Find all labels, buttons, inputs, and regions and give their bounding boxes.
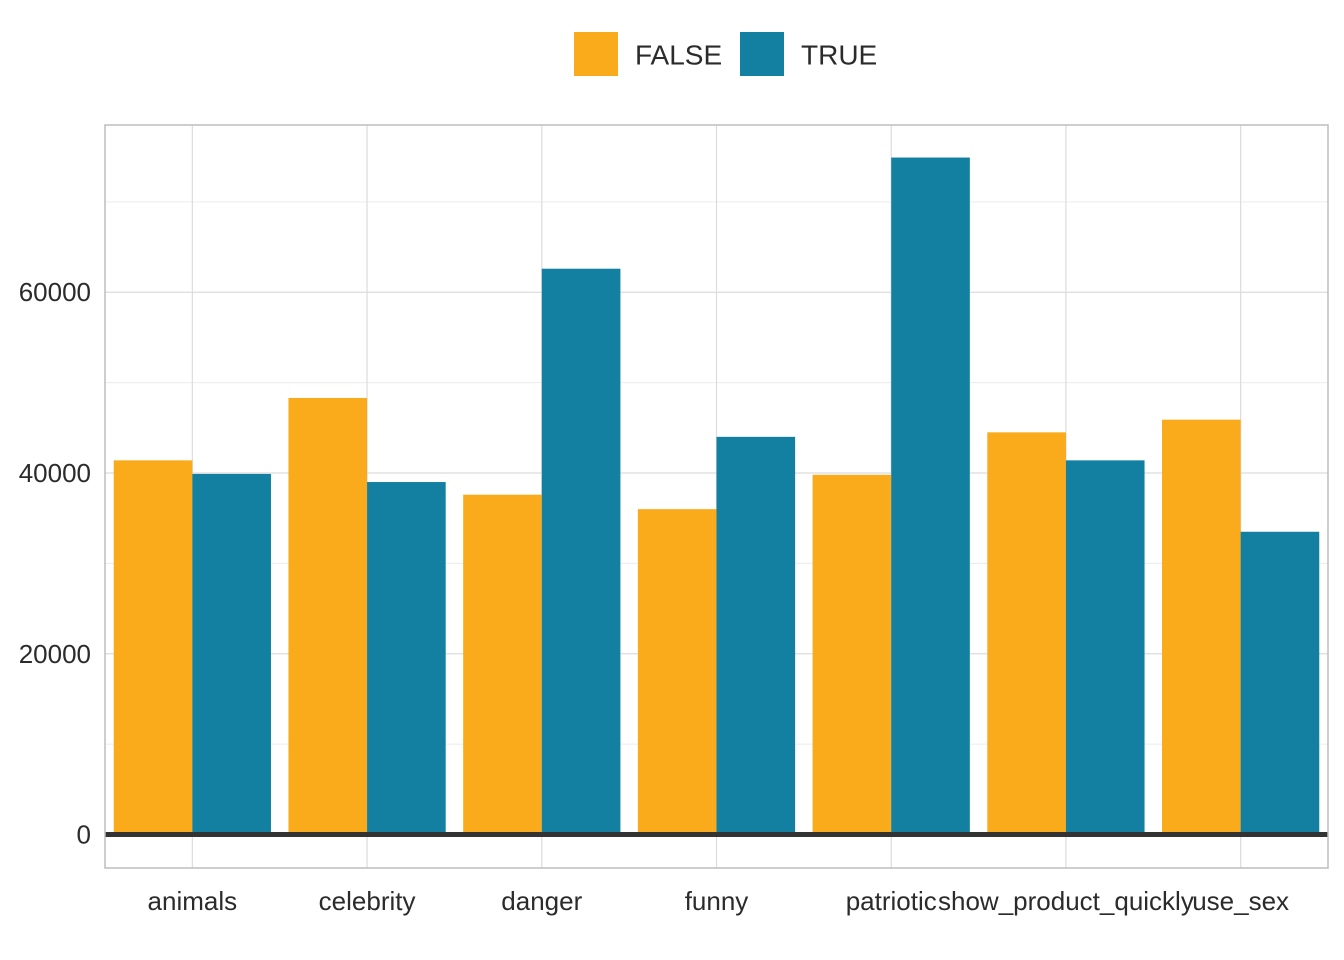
y-tick-label: 0 — [77, 820, 91, 850]
x-tick-label-danger: danger — [501, 886, 582, 916]
panel-border — [104, 124, 1329, 869]
y-tick-label: 40000 — [19, 458, 91, 488]
legend-label-true: TRUE — [801, 40, 877, 71]
bar-patriotic-true — [891, 157, 970, 835]
legend-swatch-false — [574, 32, 618, 76]
x-tick-label-funny: funny — [685, 886, 749, 916]
bar-danger-false — [463, 494, 542, 835]
bar-use_sex-false — [1162, 419, 1241, 835]
bars — [113, 157, 1320, 835]
x-tick-label-patriotic: patriotic — [846, 886, 937, 916]
bar-celebrity-false — [288, 397, 368, 835]
legend-label-false: FALSE — [635, 40, 722, 71]
bar-show_product_quickly-false — [987, 432, 1066, 835]
bar-animals-true — [192, 473, 271, 835]
legend: FALSE TRUE — [574, 32, 877, 76]
bar-funny-true — [716, 436, 796, 835]
bar-funny-false — [637, 509, 717, 835]
y-axis-tick-labels: 0 20000 40000 60000 — [19, 277, 91, 849]
bar-patriotic-false — [812, 474, 892, 835]
x-tick-label-celebrity: celebrity — [319, 886, 416, 916]
bar-danger-true — [541, 268, 621, 835]
x-tick-label-animals: animals — [148, 886, 238, 916]
legend-swatch-true — [740, 32, 784, 76]
x-axis-tick-labels: animals celebrity danger funny patriotic show… — [148, 886, 1290, 916]
bar-celebrity-true — [367, 482, 446, 835]
bar-use_sex-true — [1240, 531, 1320, 835]
x-tick-label-show_product_quickly: show_product_quickly — [938, 886, 1194, 916]
y-tick-label: 20000 — [19, 639, 91, 669]
x-tick-label-use_sex: use_sex — [1192, 886, 1289, 916]
y-tick-label: 60000 — [19, 277, 91, 307]
bar-animals-false — [113, 460, 193, 835]
bar-show_product_quickly-true — [1065, 460, 1145, 835]
